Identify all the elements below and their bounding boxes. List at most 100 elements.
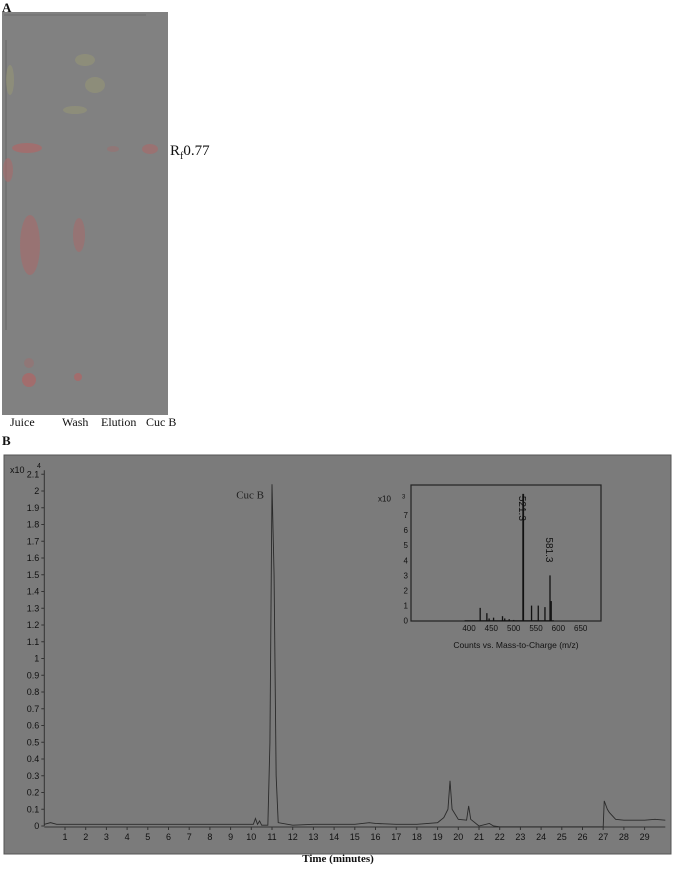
inset-x-tick-label: 550 xyxy=(529,624,543,633)
y-tick-label: 0.6 xyxy=(27,721,40,731)
x-tick-label: 1 xyxy=(62,832,67,842)
spot-elution-rf077 xyxy=(107,146,119,152)
y-tick-label: 0.1 xyxy=(27,804,40,814)
inset-x-tick-label: 400 xyxy=(462,624,476,633)
spot-edge xyxy=(3,158,13,182)
y-tick-label: 1.2 xyxy=(27,620,40,630)
y-tick-label: 1.4 xyxy=(27,587,40,597)
x-tick-label: 14 xyxy=(329,832,339,842)
inset-y-tick-label: 3 xyxy=(404,571,409,580)
inset-y-tick-label: 2 xyxy=(404,587,409,596)
y-multiplier-label: x10 xyxy=(10,465,25,475)
y-tick-label: 2 xyxy=(34,486,39,496)
tlc-spots xyxy=(3,143,158,387)
x-tick-label: 29 xyxy=(640,832,650,842)
peak-annotation-cucb: Cuc B xyxy=(236,489,264,501)
inset-x-tick-label: 650 xyxy=(574,624,588,633)
panel-a-label: A xyxy=(2,0,12,15)
rf-label: Rf0.77 xyxy=(170,143,210,162)
x-tick-label: 16 xyxy=(370,832,380,842)
y-tick-label: 0.2 xyxy=(27,788,40,798)
lane-label-cucb: Cuc B xyxy=(146,415,177,429)
x-tick-label: 24 xyxy=(536,832,546,842)
spot-wash-lower xyxy=(73,218,85,252)
x-tick-label: 13 xyxy=(308,832,318,842)
tlc-plate xyxy=(2,12,168,415)
x-tick-label: 19 xyxy=(433,832,443,842)
x-tick-label: 12 xyxy=(288,832,298,842)
x-tick-label: 15 xyxy=(350,832,360,842)
x-tick-label: 27 xyxy=(598,832,608,842)
lane-label-elution: Elution xyxy=(101,415,137,429)
inset-y-tick-label: 7 xyxy=(404,511,409,520)
x-tick-label: 17 xyxy=(391,832,401,842)
spot-juice-origin-upper xyxy=(24,358,34,368)
inset-x-tick-label: 500 xyxy=(507,624,521,633)
chart-frame xyxy=(3,454,672,855)
faint-yellow-spots xyxy=(6,54,105,114)
y-tick-label: 1.9 xyxy=(27,503,40,513)
spot-juice-origin xyxy=(22,373,36,387)
x-tick-label: 18 xyxy=(412,832,422,842)
y-tick-label: 0 xyxy=(34,821,39,831)
inset-y-tick-label: 4 xyxy=(404,556,409,565)
inset-y-tick-label: 1 xyxy=(404,602,409,611)
y-tick-label: 1.6 xyxy=(27,553,40,563)
rf-subscript: f xyxy=(180,151,184,162)
y-tick-label: 0.5 xyxy=(27,737,40,747)
inset-y-exponent: 3 xyxy=(402,494,406,500)
y-tick-label: 0.7 xyxy=(27,704,40,714)
x-tick-label: 28 xyxy=(619,832,629,842)
x-tick-label: 9 xyxy=(228,832,233,842)
y-tick-label: 2.1 xyxy=(27,469,40,479)
x-tick-label: 20 xyxy=(453,832,463,842)
inset-y-tick-label: 0 xyxy=(404,617,409,626)
y-tick-label: 0.4 xyxy=(27,754,40,764)
x-tick-label: 23 xyxy=(515,832,525,842)
x-tick-label: 4 xyxy=(125,832,130,842)
spot-cucb-rf077 xyxy=(142,144,158,154)
spot-juice-lower xyxy=(20,215,40,275)
x-tick-label: 2 xyxy=(83,832,88,842)
x-tick-label: 22 xyxy=(495,832,505,842)
x-tick-label: 3 xyxy=(104,832,109,842)
inset-y-tick-label: 5 xyxy=(404,541,409,550)
spot-wash-origin xyxy=(74,373,82,381)
inset-peak-label: 581.3 xyxy=(543,537,554,562)
inset-x-tick-label: 450 xyxy=(485,624,499,633)
x-tick-label: 6 xyxy=(166,832,171,842)
y-tick-label: 0.8 xyxy=(27,687,40,697)
y-tick-label: 1.1 xyxy=(27,637,40,647)
rf-value: 0.77 xyxy=(183,143,210,159)
lane-label-wash: Wash xyxy=(62,415,89,429)
x-tick-label: 26 xyxy=(577,832,587,842)
y-tick-label: 0.9 xyxy=(27,670,40,680)
chromatogram-chart: 0 0.1 0.2 0.3 0.4 0.5 0.6 0.7 0.8 0.9 1 1.1 1.2 1.3 1.… xyxy=(3,454,672,865)
inset-x-tick-label: 600 xyxy=(552,624,566,633)
inset-x-axis-title: Counts vs. Mass-to-Charge (m/z) xyxy=(453,640,578,650)
x-tick-label: 5 xyxy=(145,832,150,842)
lane-label-juice: Juice xyxy=(10,415,35,429)
inset-y-tick-label: 6 xyxy=(404,526,409,535)
y-exponent-label: 4 xyxy=(37,463,41,470)
x-tick-label: 11 xyxy=(267,832,276,842)
x-tick-label: 25 xyxy=(557,832,567,842)
y-tick-label: 1.7 xyxy=(27,536,40,546)
x-axis-title: Time (minutes) xyxy=(302,853,374,865)
tlc-plate-background xyxy=(2,12,168,415)
x-tick-label: 8 xyxy=(207,832,212,842)
rf-symbol: R xyxy=(170,143,181,159)
x-tick-label: 21 xyxy=(474,832,484,842)
y-tick-label: 1 xyxy=(34,654,39,664)
x-tick-label: 7 xyxy=(187,832,192,842)
x-tick-label: 10 xyxy=(246,832,256,842)
spot-juice-rf077 xyxy=(12,143,42,153)
inset-y-multiplier: x10 xyxy=(378,494,391,503)
chromatogram-trace xyxy=(44,484,666,828)
inset-peak-label: 521.3 xyxy=(516,496,527,521)
y-tick-label: 1.5 xyxy=(27,570,40,580)
panel-b-label: B xyxy=(2,433,11,448)
y-tick-label: 1.3 xyxy=(27,603,40,613)
y-tick-label: 1.8 xyxy=(27,520,40,530)
y-tick-label: 0.3 xyxy=(27,771,40,781)
